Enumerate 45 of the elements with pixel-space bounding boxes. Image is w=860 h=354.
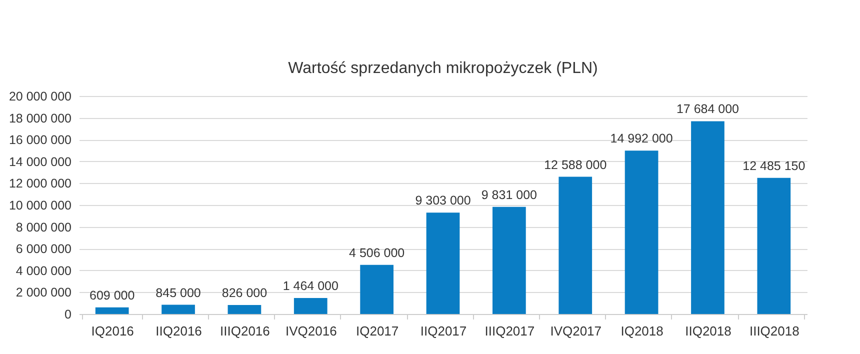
y-tick-label: 20 000 000 (8, 90, 72, 104)
bar (162, 304, 195, 314)
data-label: 4 506 000 (349, 246, 405, 260)
data-label: 14 992 000 (610, 132, 673, 146)
x-tick-label: IVQ2017 (550, 324, 602, 338)
data-label: 845 000 (156, 286, 201, 300)
bar (95, 307, 129, 314)
bar (228, 304, 262, 314)
bar (757, 178, 791, 314)
x-tick-label: IIIQ2017 (484, 324, 535, 338)
x-tick-label: IIQ2016 (156, 324, 202, 338)
bar (691, 121, 724, 314)
data-label: 1 464 000 (282, 279, 338, 294)
y-tick-label: 16 000 000 (8, 133, 72, 148)
x-tick-label: IIQ2017 (420, 324, 467, 338)
y-tick-label: 14 000 000 (8, 154, 72, 169)
y-tick-label: 6 000 000 (16, 242, 72, 256)
x-tick-label: IIIQ2018 (749, 324, 800, 338)
y-tick-label: 8 000 000 (16, 220, 72, 234)
data-label: 9 303 000 (415, 194, 471, 208)
bar (558, 176, 592, 314)
y-tick-label: 18 000 000 (8, 111, 72, 126)
x-tick-label: IQ2017 (356, 324, 399, 338)
bar (426, 212, 460, 314)
x-tick-label: IVQ2016 (285, 324, 337, 338)
bar (624, 150, 658, 314)
x-tick-label: IQ2018 (620, 324, 664, 338)
x-tick-label: IIIQ2016 (220, 324, 270, 338)
y-tick-label: 10 000 000 (8, 198, 72, 212)
y-tick-label: 2 000 000 (16, 286, 72, 300)
data-label: 12 588 000 (544, 158, 607, 172)
bar (360, 264, 394, 314)
chart-title: Wartość sprzedanych mikropożyczek (PLN) (288, 60, 598, 77)
data-label: 609 000 (89, 288, 135, 302)
y-tick-label: 0 (64, 308, 72, 322)
x-tick-label: IIQ2018 (685, 324, 732, 338)
data-label: 826 000 (222, 286, 268, 300)
bar (294, 298, 328, 314)
x-tick-label: IQ2016 (91, 324, 134, 338)
y-tick-label: 12 000 000 (8, 176, 72, 191)
data-label: 9 831 000 (481, 188, 538, 202)
data-label: 17 684 000 (676, 102, 740, 116)
bar (492, 206, 526, 314)
data-label: 12 485 150 (742, 158, 806, 173)
y-tick-label: 4 000 000 (16, 264, 72, 278)
